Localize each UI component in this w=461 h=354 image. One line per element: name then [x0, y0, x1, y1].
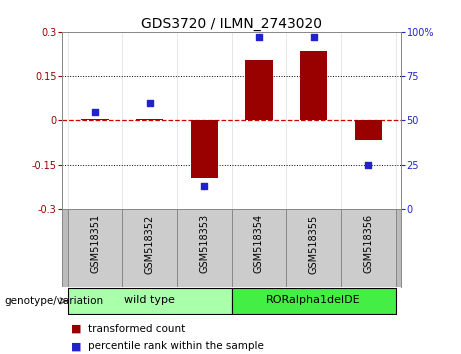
Text: GSM518352: GSM518352 [145, 214, 155, 274]
Point [201, 183, 208, 189]
Point [255, 34, 263, 40]
Text: GSM518355: GSM518355 [308, 214, 319, 274]
Text: ■: ■ [71, 341, 82, 351]
Text: GSM518356: GSM518356 [363, 214, 373, 273]
Text: GSM518354: GSM518354 [254, 214, 264, 273]
Bar [68, 288, 232, 314]
Text: RORalpha1delDE: RORalpha1delDE [266, 295, 361, 306]
Bar [231, 288, 396, 314]
Bar [286, 209, 341, 287]
Bar [355, 120, 382, 139]
Bar [68, 209, 122, 287]
Text: GSM518353: GSM518353 [199, 214, 209, 273]
Point [146, 100, 154, 105]
Text: transformed count: transformed count [88, 324, 185, 334]
Text: genotype/variation: genotype/variation [5, 296, 104, 306]
Bar [81, 119, 109, 120]
Text: GSM518351: GSM518351 [90, 214, 100, 273]
Point [365, 162, 372, 167]
Text: percentile rank within the sample: percentile rank within the sample [88, 341, 264, 351]
Point [310, 34, 317, 40]
Bar [231, 209, 286, 287]
Text: wild type: wild type [124, 295, 175, 306]
Bar [191, 120, 218, 178]
Bar [300, 51, 327, 120]
Bar [122, 209, 177, 287]
Point [91, 109, 99, 114]
Title: GDS3720 / ILMN_2743020: GDS3720 / ILMN_2743020 [141, 17, 322, 31]
Bar [177, 209, 232, 287]
Text: ■: ■ [71, 324, 82, 334]
Bar [341, 209, 396, 287]
Bar [245, 60, 272, 120]
